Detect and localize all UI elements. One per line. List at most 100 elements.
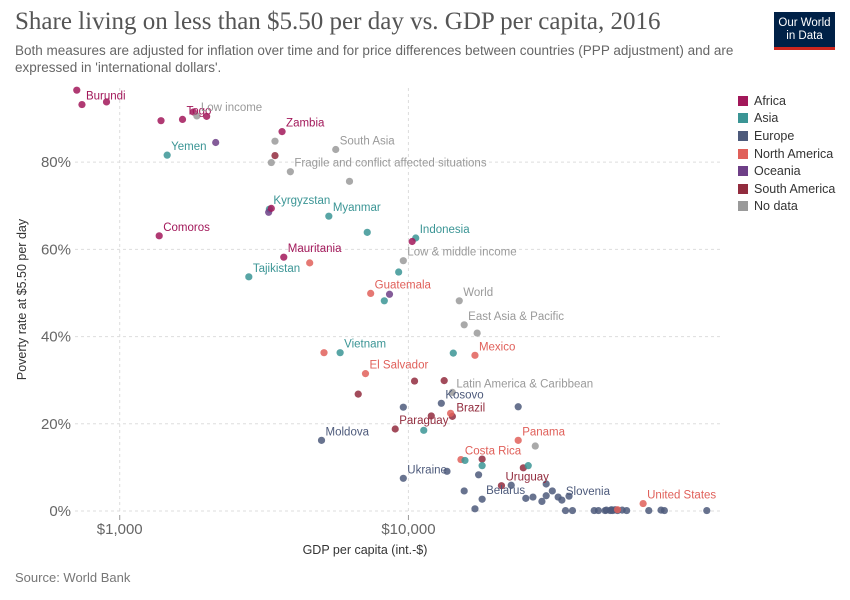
legend-item[interactable]: Asia bbox=[738, 110, 835, 128]
data-point bbox=[157, 117, 165, 125]
data-point bbox=[524, 462, 532, 470]
data-point bbox=[367, 289, 375, 297]
data-label: Kyrgyzstan bbox=[273, 195, 330, 207]
y-tick-label: 80% bbox=[41, 154, 71, 171]
legend-label: Oceania bbox=[754, 164, 801, 179]
data-point bbox=[245, 273, 253, 281]
data-point bbox=[645, 506, 653, 515]
data-label: Fragile and conflict affected situations bbox=[294, 158, 486, 170]
data-label: Myanmar bbox=[333, 202, 381, 214]
data-label: Low & middle income bbox=[407, 247, 516, 259]
data-point bbox=[613, 506, 622, 514]
data-point bbox=[558, 496, 566, 504]
legend-swatch bbox=[738, 148, 748, 159]
data-label: Panama bbox=[522, 426, 565, 438]
data-point bbox=[203, 112, 211, 120]
data-point bbox=[542, 480, 550, 488]
data-point bbox=[178, 115, 187, 123]
data-point bbox=[461, 456, 469, 465]
data-point bbox=[420, 426, 428, 434]
data-point bbox=[448, 388, 456, 396]
data-label: Indonesia bbox=[420, 224, 470, 236]
x-axis-label: GDP per capita (int.-$) bbox=[303, 543, 428, 557]
data-point bbox=[78, 100, 86, 109]
data-label: Comoros bbox=[163, 222, 210, 234]
legend-label: Europe bbox=[754, 128, 795, 143]
data-point bbox=[594, 506, 603, 515]
data-point bbox=[561, 506, 570, 515]
data-point bbox=[514, 436, 522, 444]
data-label: Kosovo bbox=[445, 389, 483, 401]
data-point bbox=[529, 493, 537, 501]
data-point bbox=[271, 151, 279, 160]
x-tick-label: $1,000 bbox=[97, 521, 143, 538]
data-point bbox=[565, 492, 573, 500]
data-point bbox=[522, 494, 530, 502]
data-point bbox=[363, 228, 371, 236]
data-point bbox=[443, 467, 451, 475]
legend-item[interactable]: Oceania bbox=[738, 162, 835, 180]
logo-accent-bar bbox=[774, 47, 835, 50]
data-point bbox=[542, 492, 550, 500]
x-tick-label: $10,000 bbox=[381, 521, 435, 538]
data-label: Low income bbox=[201, 102, 262, 114]
data-point bbox=[155, 232, 163, 240]
legend-swatch bbox=[738, 201, 748, 212]
data-point bbox=[306, 259, 314, 267]
data-label: World bbox=[463, 287, 493, 299]
data-point bbox=[514, 403, 522, 411]
data-point bbox=[345, 177, 354, 185]
data-point bbox=[399, 257, 407, 265]
data-point bbox=[548, 487, 556, 495]
data-point bbox=[410, 377, 419, 385]
legend-swatch bbox=[738, 166, 748, 177]
legend: Africa Asia Europe North America Oceania Sout… bbox=[738, 92, 835, 215]
data-point bbox=[568, 506, 577, 515]
data-point bbox=[385, 290, 394, 298]
data-label: South Asia bbox=[340, 135, 396, 147]
data-label: Togo bbox=[187, 105, 212, 117]
data-label: Slovenia bbox=[566, 486, 611, 498]
owid-logo[interactable]: Our World in Data bbox=[774, 12, 835, 50]
data-label: Ukraine bbox=[407, 464, 447, 476]
legend-item[interactable]: North America bbox=[738, 145, 835, 163]
data-point bbox=[286, 168, 294, 176]
data-point bbox=[361, 370, 370, 378]
data-point bbox=[623, 506, 631, 515]
data-point bbox=[320, 349, 328, 357]
data-point bbox=[280, 253, 288, 261]
legend-swatch bbox=[738, 95, 748, 106]
data-point bbox=[332, 145, 340, 154]
y-axis-label: Poverty rate at $5.50 per day bbox=[15, 218, 29, 380]
legend-item[interactable]: South America bbox=[738, 180, 835, 198]
data-point bbox=[399, 474, 407, 482]
data-label: Brazil bbox=[456, 402, 485, 414]
data-point bbox=[193, 112, 201, 120]
data-point bbox=[460, 487, 468, 495]
data-label: Burundi bbox=[86, 91, 126, 103]
data-point bbox=[325, 212, 333, 220]
logo-line-1: Our World bbox=[778, 17, 831, 29]
data-label: Uruguay bbox=[505, 472, 549, 484]
legend-swatch bbox=[738, 130, 748, 141]
data-point bbox=[399, 403, 407, 411]
data-point bbox=[317, 436, 326, 444]
data-point bbox=[278, 128, 286, 136]
data-point bbox=[447, 409, 455, 417]
data-label: Zambia bbox=[286, 118, 325, 130]
data-label: Belarus bbox=[486, 485, 525, 497]
data-point bbox=[449, 349, 457, 357]
y-tick-label: 60% bbox=[41, 241, 71, 258]
data-point bbox=[102, 98, 111, 106]
source-note: Source: World Bank bbox=[15, 570, 131, 585]
data-point bbox=[639, 499, 647, 508]
data-label: Mexico bbox=[479, 341, 515, 353]
legend-item[interactable]: Europe bbox=[738, 127, 835, 145]
data-point bbox=[271, 137, 279, 145]
legend-item[interactable]: No data bbox=[738, 198, 835, 216]
data-label: United States bbox=[647, 490, 716, 502]
data-point bbox=[473, 329, 481, 337]
data-point bbox=[478, 455, 486, 463]
data-point bbox=[660, 506, 668, 515]
legend-item[interactable]: Africa bbox=[738, 92, 835, 110]
